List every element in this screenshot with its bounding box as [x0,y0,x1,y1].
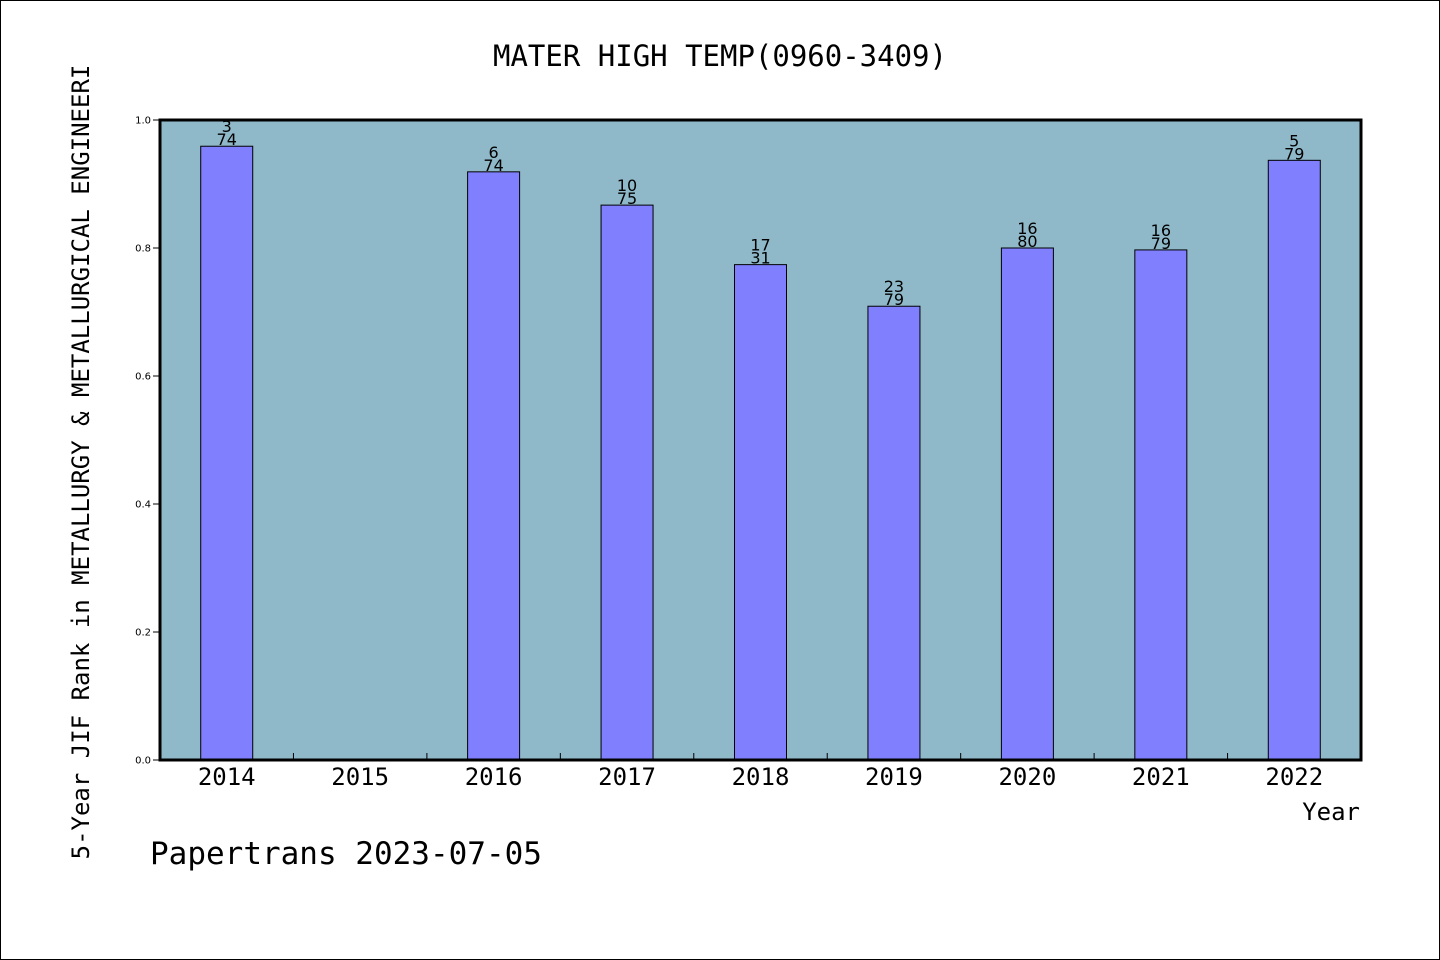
bar-total-label-2021: 79 [1151,234,1171,253]
plot-border [158,118,1363,762]
bar-2014 [200,145,254,761]
bar-rank-label-2020: 16 [1017,219,1037,238]
x-tick-label-2020: 2020 [998,763,1056,791]
bar-2020 [1000,247,1054,761]
x-axis-label: Year [1302,798,1360,826]
bar-2016 [467,171,521,761]
bar-total-label-2019: 79 [884,290,904,309]
y-tick-label-1.0: 1.0 [135,116,151,127]
bar-rank-label-2018: 17 [750,236,770,255]
bar-total-label-2020: 80 [1017,232,1037,251]
bar-total-label-2016: 74 [483,156,503,175]
bar-2022 [1267,159,1321,761]
bar-rank-label-2016: 6 [489,143,499,162]
bars-layer [200,145,1321,761]
footer-credit: Papertrans 2023-07-05 [150,836,542,872]
bar-rank-label-2022: 5 [1289,131,1299,150]
y-tick-label-0.8: 0.8 [135,244,151,255]
bar-total-label-2014: 74 [217,130,237,149]
bar-rank-label-2014: 3 [222,117,232,136]
x-tick-label-2015: 2015 [331,763,389,791]
y-axis: 0.0 0.2 0.4 0.6 0.8 1.0 [135,116,160,767]
bar-2018 [734,264,787,761]
x-tick-label-2017: 2017 [598,763,656,791]
bar-2019 [867,305,921,761]
x-tick-label-2016: 2016 [465,763,523,791]
x-tick-label-2021: 2021 [1132,763,1190,791]
x-tick-label-2019: 2019 [865,763,923,791]
x-tick-label-2014: 2014 [198,763,256,791]
bar-rank-label-2019: 23 [884,277,904,296]
bar-2021 [1134,249,1188,761]
y-axis-label: 5-Year JIF Rank in METALLURGY & METALLUR… [67,65,95,860]
x-tick-label-2022: 2022 [1265,763,1323,791]
bar-rank-label-2017: 10 [617,176,637,195]
bar-total-label-2018: 31 [750,249,770,268]
y-tick-label-0.2: 0.2 [135,628,151,639]
bar-total-label-2022: 79 [1284,144,1304,163]
bar-2017 [600,204,654,761]
y-tick-label-0.6: 0.6 [135,372,151,383]
chart-title: MATER HIGH TEMP(0960-3409) [493,39,947,73]
bar-rank-label-2021: 16 [1151,221,1171,240]
bar-total-label-2017: 75 [617,189,637,208]
y-tick-label-0.4: 0.4 [135,500,151,511]
y-tick-label-0.0: 0.0 [135,756,151,767]
x-axis: 2014 2015 2016 2017 2018 2019 2020 2021 2022 [198,753,1323,791]
x-tick-label-2018: 2018 [732,763,790,791]
